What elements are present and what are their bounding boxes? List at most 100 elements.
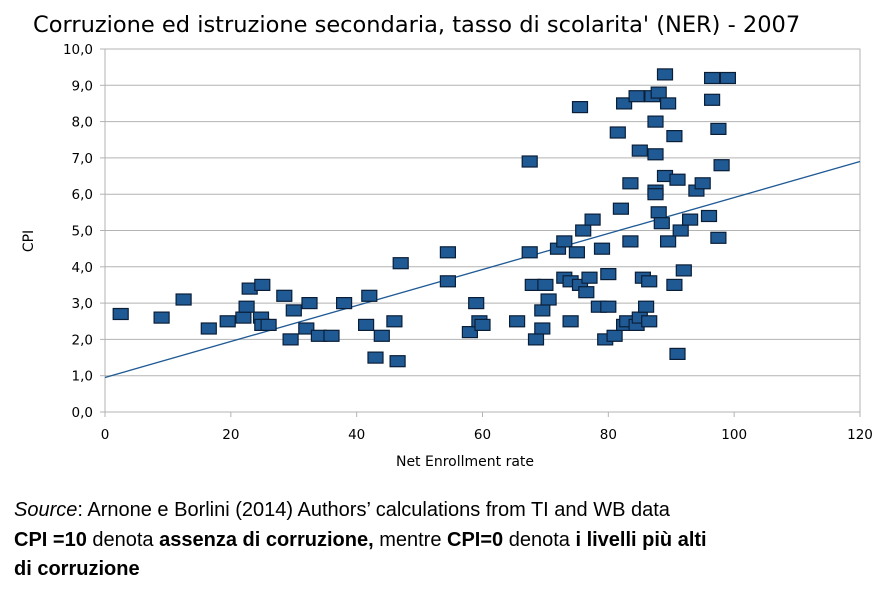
source-text: : Arnone e Borlini (2014) Authors’ calcu… — [77, 499, 670, 521]
data-point — [600, 300, 617, 313]
y-tick-label: 4,0 — [72, 260, 93, 276]
data-point — [521, 246, 538, 259]
data-point — [713, 159, 730, 172]
y-tick-label: 3,0 — [72, 296, 93, 312]
data-point — [571, 100, 589, 114]
y-tick-label: 9,0 — [72, 78, 93, 94]
data-point — [537, 278, 554, 291]
data-point — [200, 322, 217, 335]
y-tick-label: 5,0 — [72, 224, 93, 240]
livelli-text: i livelli più alti — [575, 529, 707, 551]
data-point — [439, 246, 456, 259]
data-point — [285, 304, 302, 317]
data-point — [653, 217, 670, 230]
data-point — [282, 333, 299, 346]
data-point — [647, 148, 664, 161]
corruzione-text: di corruzione — [14, 558, 140, 580]
data-point — [666, 278, 683, 291]
data-point — [609, 126, 626, 139]
data-point — [361, 289, 378, 302]
data-point — [659, 97, 677, 110]
data-point — [631, 144, 648, 157]
data-points — [112, 68, 737, 368]
cpi-10-label: CPI =10 — [14, 529, 87, 551]
data-point — [656, 68, 674, 81]
data-point — [568, 246, 586, 259]
data-point — [358, 318, 375, 331]
data-point — [681, 213, 699, 226]
data-point — [650, 86, 667, 99]
data-point — [703, 93, 721, 106]
y-tick-label: 6,0 — [72, 187, 93, 203]
data-point — [600, 268, 617, 281]
trendline — [104, 160, 861, 379]
data-point — [669, 173, 686, 186]
data-point — [647, 115, 664, 128]
data-point — [650, 206, 667, 219]
data-point — [703, 71, 721, 85]
data-point — [323, 329, 340, 342]
data-point — [710, 122, 727, 136]
y-tick-label: 0,0 — [72, 405, 93, 421]
cpi-0-label: CPI=0 — [447, 529, 504, 551]
x-tick-label: 40 — [348, 427, 365, 443]
y-tick-label: 8,0 — [72, 115, 93, 131]
x-tick-label: 60 — [474, 427, 491, 443]
data-point — [606, 329, 623, 342]
data-point — [540, 293, 557, 306]
data-point — [276, 289, 293, 302]
data-point — [672, 224, 689, 237]
data-point — [336, 297, 353, 310]
data-point — [392, 257, 409, 270]
data-point — [112, 307, 129, 321]
data-point — [439, 275, 456, 288]
chart-title: Corruzione ed istruzione secondaria, tas… — [33, 12, 801, 38]
data-point — [389, 355, 406, 368]
data-point — [527, 333, 545, 346]
data-point — [675, 264, 692, 277]
caption-cpi-line: CPI =10 denota assenza di corruzione, me… — [14, 527, 707, 553]
data-point — [468, 297, 485, 310]
data-point — [260, 318, 277, 331]
x-axis-label: Net Enrollment rate — [396, 454, 534, 470]
data-point — [474, 318, 491, 331]
data-point — [534, 304, 551, 317]
data-point — [710, 231, 727, 244]
x-tick-label: 0 — [101, 427, 110, 443]
data-point — [669, 347, 686, 360]
data-point — [593, 242, 611, 255]
source-label: Source — [14, 499, 78, 521]
assenza-text: assenza di corruzione, — [159, 529, 374, 551]
data-point — [521, 155, 538, 168]
data-point — [641, 275, 658, 288]
y-tick-label: 10,0 — [63, 42, 93, 58]
data-point — [254, 278, 271, 291]
data-point — [562, 315, 579, 328]
data-point — [153, 311, 170, 324]
data-point — [509, 315, 526, 328]
data-point — [556, 235, 573, 248]
data-point — [622, 235, 639, 248]
data-point — [612, 202, 630, 215]
caption-corruzione-line: di corruzione — [14, 556, 140, 582]
data-point — [373, 329, 390, 342]
data-point — [628, 90, 645, 103]
data-point — [581, 271, 598, 284]
scatter-chart: 0,0 1,0 2,0 3,0 4,0 5,0 6,0 7,0 8,0 9,0 10,0 0 20 40… — [21, 42, 873, 470]
y-tick-label: 2,0 — [72, 332, 93, 348]
data-point — [694, 177, 711, 190]
data-point — [575, 224, 592, 237]
data-point — [584, 213, 601, 226]
data-point — [367, 351, 384, 364]
data-point — [298, 322, 315, 335]
data-point — [461, 326, 478, 339]
data-point — [637, 300, 655, 313]
data-point — [301, 297, 318, 310]
x-tick-label: 80 — [600, 427, 617, 443]
data-point — [175, 293, 192, 306]
x-tick-label: 100 — [721, 427, 747, 443]
data-point — [386, 315, 403, 328]
data-point — [666, 130, 683, 143]
data-point — [641, 315, 658, 328]
y-tick-label: 1,0 — [72, 369, 93, 385]
